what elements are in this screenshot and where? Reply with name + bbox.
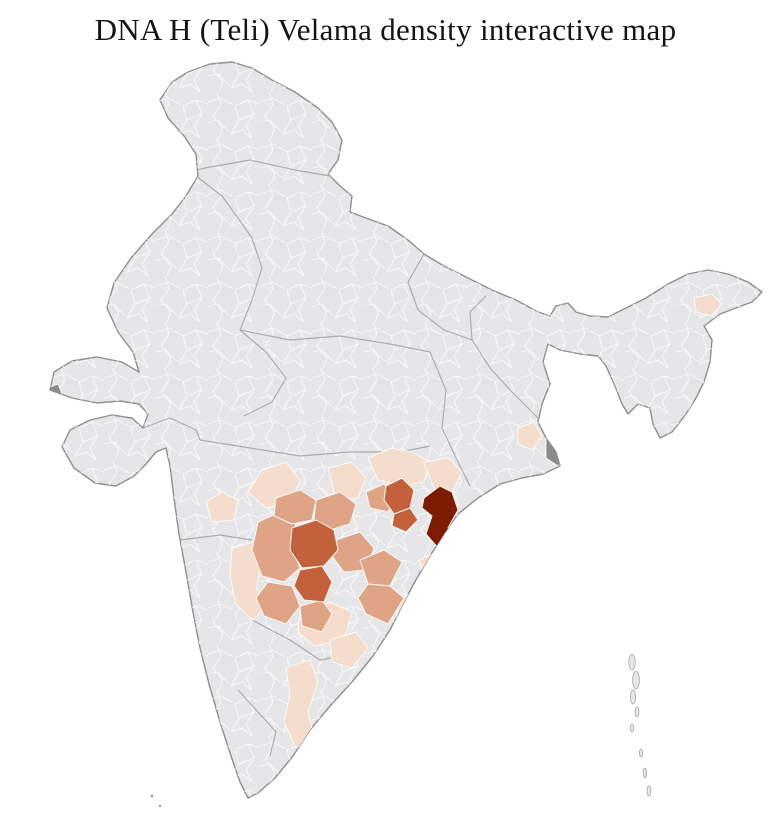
district-shape[interactable]	[693, 293, 723, 317]
district-shape[interactable]	[357, 583, 405, 625]
state-border	[195, 175, 253, 239]
district-shape[interactable]	[289, 519, 339, 569]
district-shape[interactable]	[367, 447, 431, 487]
page-title: DNA H (Teli) Velama density interactive …	[94, 12, 677, 47]
state-border	[237, 689, 277, 757]
district-shape[interactable]	[359, 549, 403, 587]
state-border	[239, 329, 287, 417]
district-shape[interactable]	[293, 565, 333, 603]
district-shape[interactable]	[329, 631, 369, 669]
district-shape[interactable]	[255, 581, 301, 625]
district-texture	[50, 62, 762, 798]
state-border	[471, 339, 541, 421]
district-shape[interactable]	[313, 491, 357, 531]
district-shape[interactable]	[391, 507, 419, 533]
district-shape[interactable]	[273, 489, 317, 525]
state-border	[142, 417, 201, 441]
state-border	[239, 237, 263, 331]
state-border	[407, 253, 473, 341]
district-shape[interactable]	[205, 491, 239, 523]
district-shape[interactable]	[423, 457, 463, 493]
state-border	[239, 329, 431, 353]
lakshadweep-islands[interactable]	[150, 794, 162, 808]
state-border	[429, 351, 471, 487]
district-shape[interactable]	[517, 421, 543, 451]
state-border	[179, 534, 253, 541]
state-border	[469, 295, 487, 341]
andaman-nicobar-islands[interactable]	[628, 653, 652, 797]
